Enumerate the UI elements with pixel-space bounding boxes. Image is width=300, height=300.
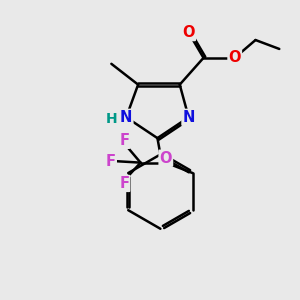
Text: H: H: [106, 112, 117, 126]
Text: O: O: [229, 50, 241, 65]
Text: F: F: [119, 176, 129, 191]
Text: O: O: [182, 25, 195, 40]
Text: F: F: [106, 154, 116, 169]
Text: N: N: [120, 110, 132, 125]
Text: F: F: [119, 133, 129, 148]
Text: N: N: [182, 110, 195, 125]
Text: O: O: [160, 151, 172, 166]
